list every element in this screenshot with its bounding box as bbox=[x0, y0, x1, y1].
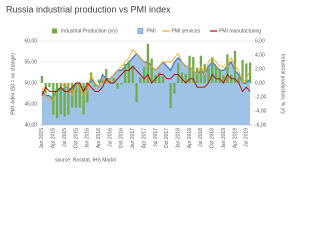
bar bbox=[248, 62, 252, 83]
legend-swatch bbox=[52, 28, 57, 34]
y-tick-label: 40,00 bbox=[24, 122, 37, 128]
y-axis-title: PMI index (50 = no change) bbox=[10, 53, 16, 115]
bar bbox=[199, 55, 203, 83]
bar bbox=[131, 66, 134, 83]
bar bbox=[177, 62, 180, 83]
bar bbox=[55, 83, 59, 118]
legend-label: PMI services bbox=[172, 28, 201, 34]
y2-tick-label: -6,00 bbox=[255, 122, 267, 128]
x-tick-label: Apr 2015 bbox=[51, 128, 57, 149]
bar bbox=[146, 43, 150, 83]
chart-title: Russia industrial production vs PMI inde… bbox=[6, 4, 171, 14]
bar bbox=[218, 69, 221, 83]
bar bbox=[184, 73, 187, 83]
y-tick-label: 50,00 bbox=[24, 80, 37, 86]
bar bbox=[142, 66, 146, 83]
y2-tick-label: 2,00 bbox=[255, 66, 265, 72]
bar bbox=[150, 58, 153, 83]
bar bbox=[105, 69, 108, 83]
bar bbox=[195, 67, 199, 83]
legend-label: PMI bbox=[147, 28, 156, 34]
bar bbox=[101, 78, 104, 83]
x-tick-label: Apr 2017 bbox=[141, 128, 147, 149]
bar bbox=[173, 83, 176, 94]
bar bbox=[86, 83, 89, 103]
y2-tick-label: -2,00 bbox=[255, 94, 267, 100]
bar bbox=[112, 78, 115, 83]
bar bbox=[237, 76, 240, 83]
bar bbox=[59, 83, 62, 115]
bar bbox=[93, 83, 97, 87]
x-tick-label: Oct 2016 bbox=[119, 128, 125, 149]
series-line bbox=[41, 65, 251, 96]
y2-tick-label: 6,00 bbox=[255, 38, 265, 44]
series-line bbox=[41, 48, 251, 101]
x-tick-label: Jan 2017 bbox=[130, 128, 136, 149]
x-tick-label: Jan 2015 bbox=[39, 128, 45, 149]
bar bbox=[214, 66, 218, 83]
y2-tick-label: 4,00 bbox=[255, 52, 265, 58]
bar bbox=[211, 57, 214, 83]
bar bbox=[241, 59, 244, 83]
bar bbox=[63, 83, 66, 117]
x-tick-label: Jul 2018 bbox=[198, 128, 204, 147]
y2-tick-label: 0,00 bbox=[255, 80, 265, 86]
source-note: source: Rosstat, IHS Markit bbox=[55, 157, 116, 163]
y-tick-label: 60,00 bbox=[24, 38, 37, 44]
x-tick-label: Jul 2017 bbox=[153, 128, 159, 147]
bar bbox=[222, 75, 225, 83]
x-tick-label: Jul 2016 bbox=[107, 128, 113, 147]
y-tick-label: 55,00 bbox=[24, 59, 37, 65]
bar bbox=[74, 83, 78, 108]
x-tick-label: Jan 2018 bbox=[176, 128, 182, 149]
bar bbox=[82, 83, 85, 115]
bar bbox=[245, 63, 248, 83]
x-tick-label: Jan 2019 bbox=[221, 128, 227, 149]
bar bbox=[89, 72, 93, 83]
bar bbox=[40, 76, 44, 83]
bar bbox=[97, 79, 100, 83]
bar bbox=[124, 64, 127, 83]
x-tick-label: Oct 2015 bbox=[73, 128, 79, 149]
bar bbox=[180, 72, 184, 83]
x-tick-label: Jan 2016 bbox=[85, 128, 91, 149]
y2-axis-title: Industrial production, % y/y bbox=[280, 54, 286, 115]
legend-label: PMI manufacturing bbox=[219, 28, 261, 34]
page: {"chart_data": {"type": "combo", "title"… bbox=[6, 4, 286, 164]
bar bbox=[67, 83, 70, 115]
bar bbox=[161, 76, 165, 83]
bar bbox=[120, 83, 123, 85]
x-tick-label: Jul 2019 bbox=[244, 128, 250, 147]
x-tick-label: Apr 2016 bbox=[96, 128, 102, 149]
x-tick-label: Oct 2018 bbox=[210, 128, 216, 149]
bar bbox=[48, 83, 51, 88]
bar bbox=[127, 60, 131, 83]
bar bbox=[158, 72, 161, 83]
bar bbox=[188, 55, 191, 83]
bar bbox=[135, 83, 138, 102]
y-tick-label: 45,00 bbox=[24, 101, 37, 107]
x-tick-label: Apr 2019 bbox=[232, 128, 238, 149]
legend-swatch bbox=[137, 28, 144, 34]
y2-tick-label: -4,00 bbox=[255, 108, 267, 114]
bar bbox=[207, 68, 210, 83]
x-tick-label: Oct 2017 bbox=[164, 128, 170, 149]
pmi-area bbox=[41, 53, 251, 125]
bar bbox=[226, 54, 229, 83]
x-tick-label: Apr 2018 bbox=[187, 128, 193, 149]
bar bbox=[78, 83, 81, 108]
legend-label: Industrial Production (y/y) bbox=[61, 28, 118, 34]
bar bbox=[116, 83, 119, 89]
bar bbox=[233, 50, 237, 83]
x-tick-label: Jul 2015 bbox=[62, 128, 68, 147]
bar bbox=[108, 80, 112, 83]
chart: Russia industrial production vs PMI inde… bbox=[6, 4, 286, 164]
bar bbox=[139, 77, 142, 83]
bar bbox=[169, 83, 172, 109]
